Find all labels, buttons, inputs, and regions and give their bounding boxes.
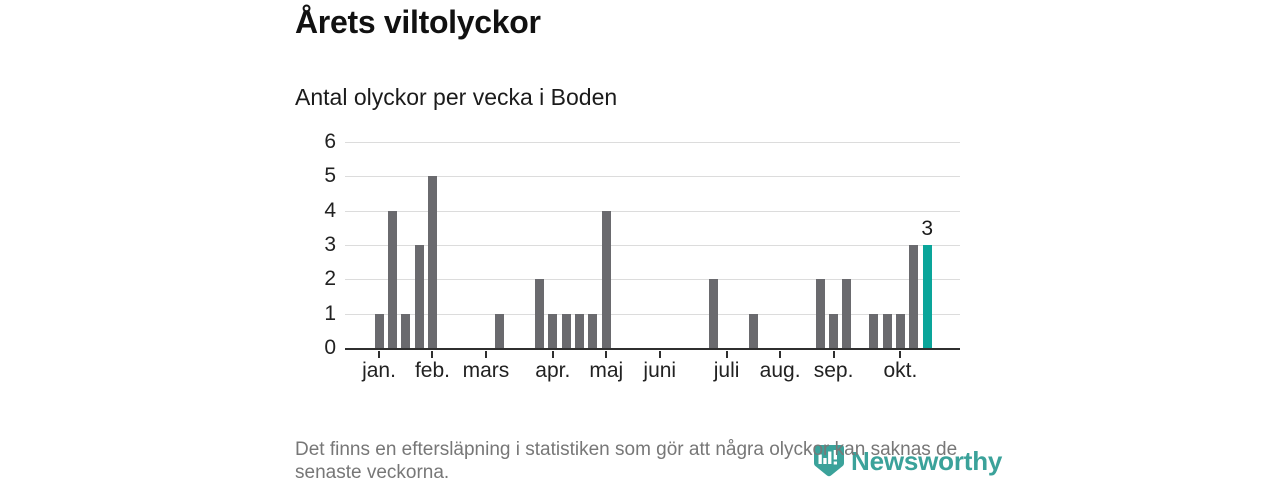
x-axis-label-juli: juli <box>713 359 740 382</box>
newsworthy-logo-icon <box>814 445 844 477</box>
bar-week-4 <box>414 245 424 348</box>
y-axis-label-3: 3 <box>324 233 336 256</box>
bar-week-17 <box>588 313 598 348</box>
x-axis-label-mars: mars <box>462 359 510 382</box>
gridline-y-5 <box>345 176 960 178</box>
x-axis-label-sep: sep. <box>813 359 854 382</box>
bar-week-15 <box>561 313 571 348</box>
chart-subtitle: Antal olyckor per vecka i Boden <box>295 84 618 110</box>
bar-week-18 <box>601 210 611 348</box>
x-tick-aug <box>779 350 782 358</box>
x-tick-mars <box>484 350 487 358</box>
gridline-y-1 <box>345 313 960 315</box>
newsworthy-logo: Newsworthy <box>813 444 1002 478</box>
y-axis-label-2: 2 <box>324 267 336 291</box>
x-axis-label-jan: jan. <box>362 359 396 382</box>
bar-week-13 <box>534 279 544 348</box>
x-axis-label-feb: feb. <box>414 359 450 382</box>
x-tick-maj <box>605 350 608 358</box>
bar-week-3 <box>401 313 411 348</box>
x-tick-sep <box>832 350 835 358</box>
bar-week-29 <box>748 313 758 348</box>
y-axis-label-0: 0 <box>324 336 336 359</box>
x-axis-label-maj: maj <box>589 359 624 382</box>
bar-week-1 <box>374 313 384 348</box>
bar-highlight-week-42 <box>922 245 932 348</box>
y-axis-label-4: 4 <box>324 198 336 222</box>
bar-week-2 <box>387 210 397 348</box>
x-tick-okt <box>899 350 902 358</box>
bar-week-41 <box>909 245 919 348</box>
y-axis-label-1: 1 <box>324 301 336 325</box>
gridline-y-4 <box>345 210 960 212</box>
bar-week-35 <box>829 313 839 348</box>
newsworthy-logo-text: Newsworthy <box>851 446 1003 476</box>
bar-week-5 <box>427 176 437 348</box>
bar-week-40 <box>895 313 905 348</box>
footer-note: Det finns en eftersläpning i statistiken… <box>295 439 958 480</box>
x-axis-label-okt: okt. <box>883 359 918 382</box>
highlight-value-label: 3 <box>921 217 933 240</box>
x-axis-label-juni: juni <box>643 359 677 382</box>
gridline-y-6 <box>345 142 960 143</box>
x-tick-juli <box>725 350 728 358</box>
page-title: Årets viltolyckor <box>295 4 541 40</box>
x-tick-apr <box>551 350 554 358</box>
bar-week-16 <box>575 313 585 348</box>
y-axis-label-5: 5 <box>324 164 336 188</box>
chart-plot-area: 3 <box>345 142 960 350</box>
gridline-y-3 <box>345 245 960 246</box>
y-axis-label-6: 6 <box>324 130 336 153</box>
gridline-y-2 <box>345 279 960 281</box>
bar-week-34 <box>815 279 825 348</box>
bar-week-10 <box>494 313 504 348</box>
x-tick-jan <box>378 350 380 358</box>
x-axis-label-apr: apr. <box>535 359 571 382</box>
bar-week-36 <box>842 279 852 348</box>
x-tick-juni <box>658 350 661 358</box>
bar-week-26 <box>708 279 718 348</box>
bar-week-14 <box>548 313 558 348</box>
bar-week-38 <box>869 313 879 348</box>
bar-week-39 <box>882 313 892 348</box>
x-axis-label-aug: aug. <box>759 359 801 382</box>
x-tick-feb <box>431 350 434 358</box>
